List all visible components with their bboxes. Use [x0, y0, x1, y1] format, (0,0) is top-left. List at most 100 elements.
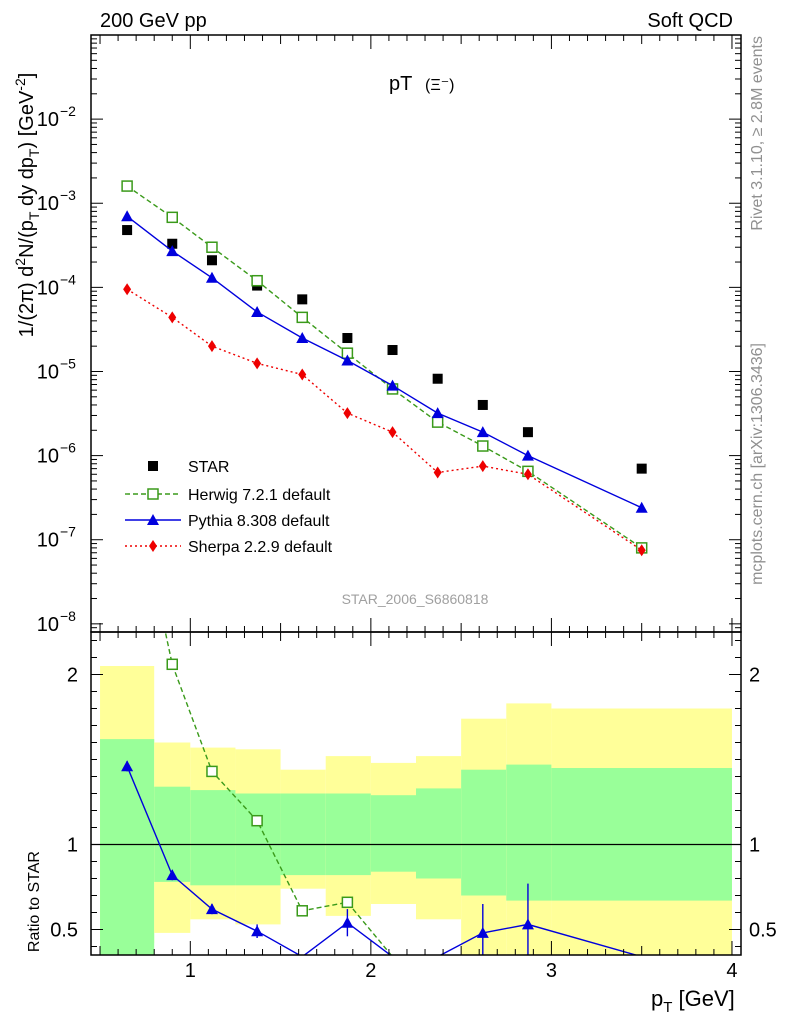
data-point — [122, 225, 133, 236]
data-point — [251, 814, 263, 827]
data-point — [296, 332, 309, 344]
band-inner — [416, 788, 462, 879]
y-tick-label: 10 — [37, 446, 59, 468]
data-point — [253, 357, 262, 370]
ratio-curves — [91, 449, 741, 955]
y-axis-label-bottom: Ratio to STAR — [26, 851, 43, 952]
ratio-y-tick-label-right: 1 — [749, 835, 760, 857]
x-tick-label: 1 — [185, 960, 196, 982]
data-point — [297, 294, 308, 305]
data-point — [121, 180, 133, 192]
data-point — [167, 238, 178, 249]
series-line — [126, 288, 643, 551]
plot-title-sub: (Ξ⁻) — [425, 77, 455, 94]
data-point — [148, 461, 158, 471]
legend-label: STAR — [188, 459, 229, 476]
plot-title-main: pT — [389, 73, 412, 95]
band-inner — [280, 793, 326, 876]
data-point — [433, 466, 442, 479]
data-point — [206, 765, 218, 778]
legend-label: Sherpa 2.2.9 default — [188, 539, 333, 556]
band-inner — [551, 768, 732, 901]
data-point — [166, 658, 178, 671]
data-point — [521, 449, 534, 461]
data-point — [478, 460, 487, 473]
data-point — [523, 468, 532, 481]
header-right: Soft QCD — [647, 10, 733, 32]
data-point — [635, 501, 648, 513]
data-point — [205, 271, 218, 283]
legend-label: Herwig 7.2.1 default — [188, 487, 331, 504]
data-point — [476, 926, 489, 938]
data-point — [296, 905, 308, 917]
data-point — [341, 896, 354, 909]
data-point — [206, 241, 218, 253]
band-inner — [100, 739, 155, 955]
data-point — [431, 416, 444, 428]
data-point — [147, 488, 159, 500]
data-point — [168, 311, 177, 324]
y-tick-exponent: −6 — [60, 440, 76, 456]
x-tick-label: 2 — [365, 960, 376, 982]
ratio-y-tick-label: 1 — [67, 835, 78, 857]
legend-label: Pythia 8.308 default — [188, 513, 330, 530]
band-inner — [325, 793, 371, 876]
ratio-y-tick-label: 0.5 — [50, 920, 78, 942]
band-inner — [235, 793, 281, 886]
data-point — [166, 869, 179, 881]
band-inner — [506, 764, 552, 901]
data-point — [477, 440, 489, 452]
data-point — [477, 399, 488, 410]
data-point — [341, 354, 354, 366]
y-tick-exponent: −4 — [60, 271, 76, 287]
data-point — [386, 379, 399, 391]
data-point — [251, 925, 264, 937]
data-point — [432, 373, 443, 384]
analysis-id: STAR_2006_S6860818 — [342, 591, 489, 607]
data-point — [147, 514, 159, 525]
ratio-bands — [100, 666, 732, 955]
x-axis-label: pT [GeV] — [651, 986, 735, 1016]
band-inner — [370, 795, 416, 872]
data-point — [206, 255, 217, 266]
ratio-y-tick-label-right: 0.5 — [749, 920, 777, 942]
data-point — [251, 305, 264, 317]
data-point — [296, 311, 308, 324]
data-point — [476, 426, 489, 438]
y-tick-label: 10 — [37, 277, 59, 299]
data-point — [521, 918, 534, 930]
axes: 10 −810 −710 −610 −510 −410 −310 −21 2 3 40.5 0.51 1… — [37, 34, 777, 982]
data-point — [342, 333, 353, 344]
y-tick-label: 10 — [37, 193, 59, 215]
data-point — [123, 283, 132, 296]
data-point — [121, 210, 134, 222]
data-point — [166, 245, 179, 257]
mcplots-label: mcplots.cern.ch [arXiv:1306.3436] — [749, 343, 766, 585]
data-point — [166, 211, 178, 224]
data-point — [122, 449, 132, 459]
data-point — [637, 544, 646, 557]
data-point — [341, 916, 354, 928]
y-tick-label: 10 — [37, 109, 59, 131]
legend: STAR Herwig 7.2.1 default Pythia 8.308 def… — [125, 459, 333, 556]
band-inner — [190, 790, 236, 886]
main-curves — [121, 180, 648, 557]
y-tick-label: 10 — [37, 614, 59, 636]
data-point — [522, 427, 533, 438]
data-point — [205, 903, 218, 915]
band-inner — [461, 769, 507, 896]
y-tick-exponent: −5 — [60, 355, 76, 371]
data-point — [636, 463, 647, 474]
data-point — [121, 760, 134, 772]
data-point — [298, 368, 307, 381]
y-axis-label-top: 1/(2π) d2N/(pT dy dpT) [GeV-2] — [12, 73, 42, 338]
data-point — [387, 345, 398, 356]
data-point — [431, 407, 444, 419]
ratio-y-tick-label-right: 2 — [749, 665, 760, 687]
header-left: 200 GeV pp — [100, 10, 207, 32]
y-tick-exponent: −3 — [60, 187, 76, 203]
y-tick-exponent: −2 — [60, 103, 76, 119]
data-point — [388, 426, 397, 439]
band-inner — [154, 786, 191, 882]
